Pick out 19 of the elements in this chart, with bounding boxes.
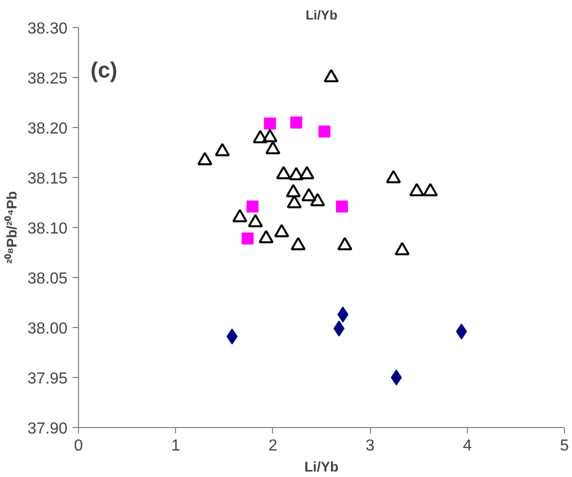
x-tick-label: 0 xyxy=(74,438,84,454)
y-tick-label: 38.20 xyxy=(27,120,68,138)
x-tick-label: 5 xyxy=(560,438,570,454)
x-tick-label: 2 xyxy=(268,438,278,454)
x-tick-label: 1 xyxy=(171,438,180,454)
x-axis-title: Li/Yb xyxy=(304,458,339,474)
y-tick-label: 38.30 xyxy=(27,20,68,38)
chart-title: Li/Yb xyxy=(306,8,338,22)
y-tick-label: 37.95 xyxy=(27,370,68,388)
x-tick-label: 3 xyxy=(366,438,375,454)
y-tick-label: 38.15 xyxy=(27,170,68,188)
annotation: (c) xyxy=(90,58,118,82)
y-tick-label: 38.00 xyxy=(27,320,68,338)
y-tick-label: 37.90 xyxy=(27,420,68,438)
x-tick-label: 4 xyxy=(462,438,472,454)
y-tick-label: 38.05 xyxy=(27,270,68,288)
y-tick-label: 38.25 xyxy=(27,70,68,88)
y-tick-label: 38.10 xyxy=(27,220,68,238)
y-axis-title: ²⁰⁸Pb/²⁰⁴Pb xyxy=(3,191,20,264)
